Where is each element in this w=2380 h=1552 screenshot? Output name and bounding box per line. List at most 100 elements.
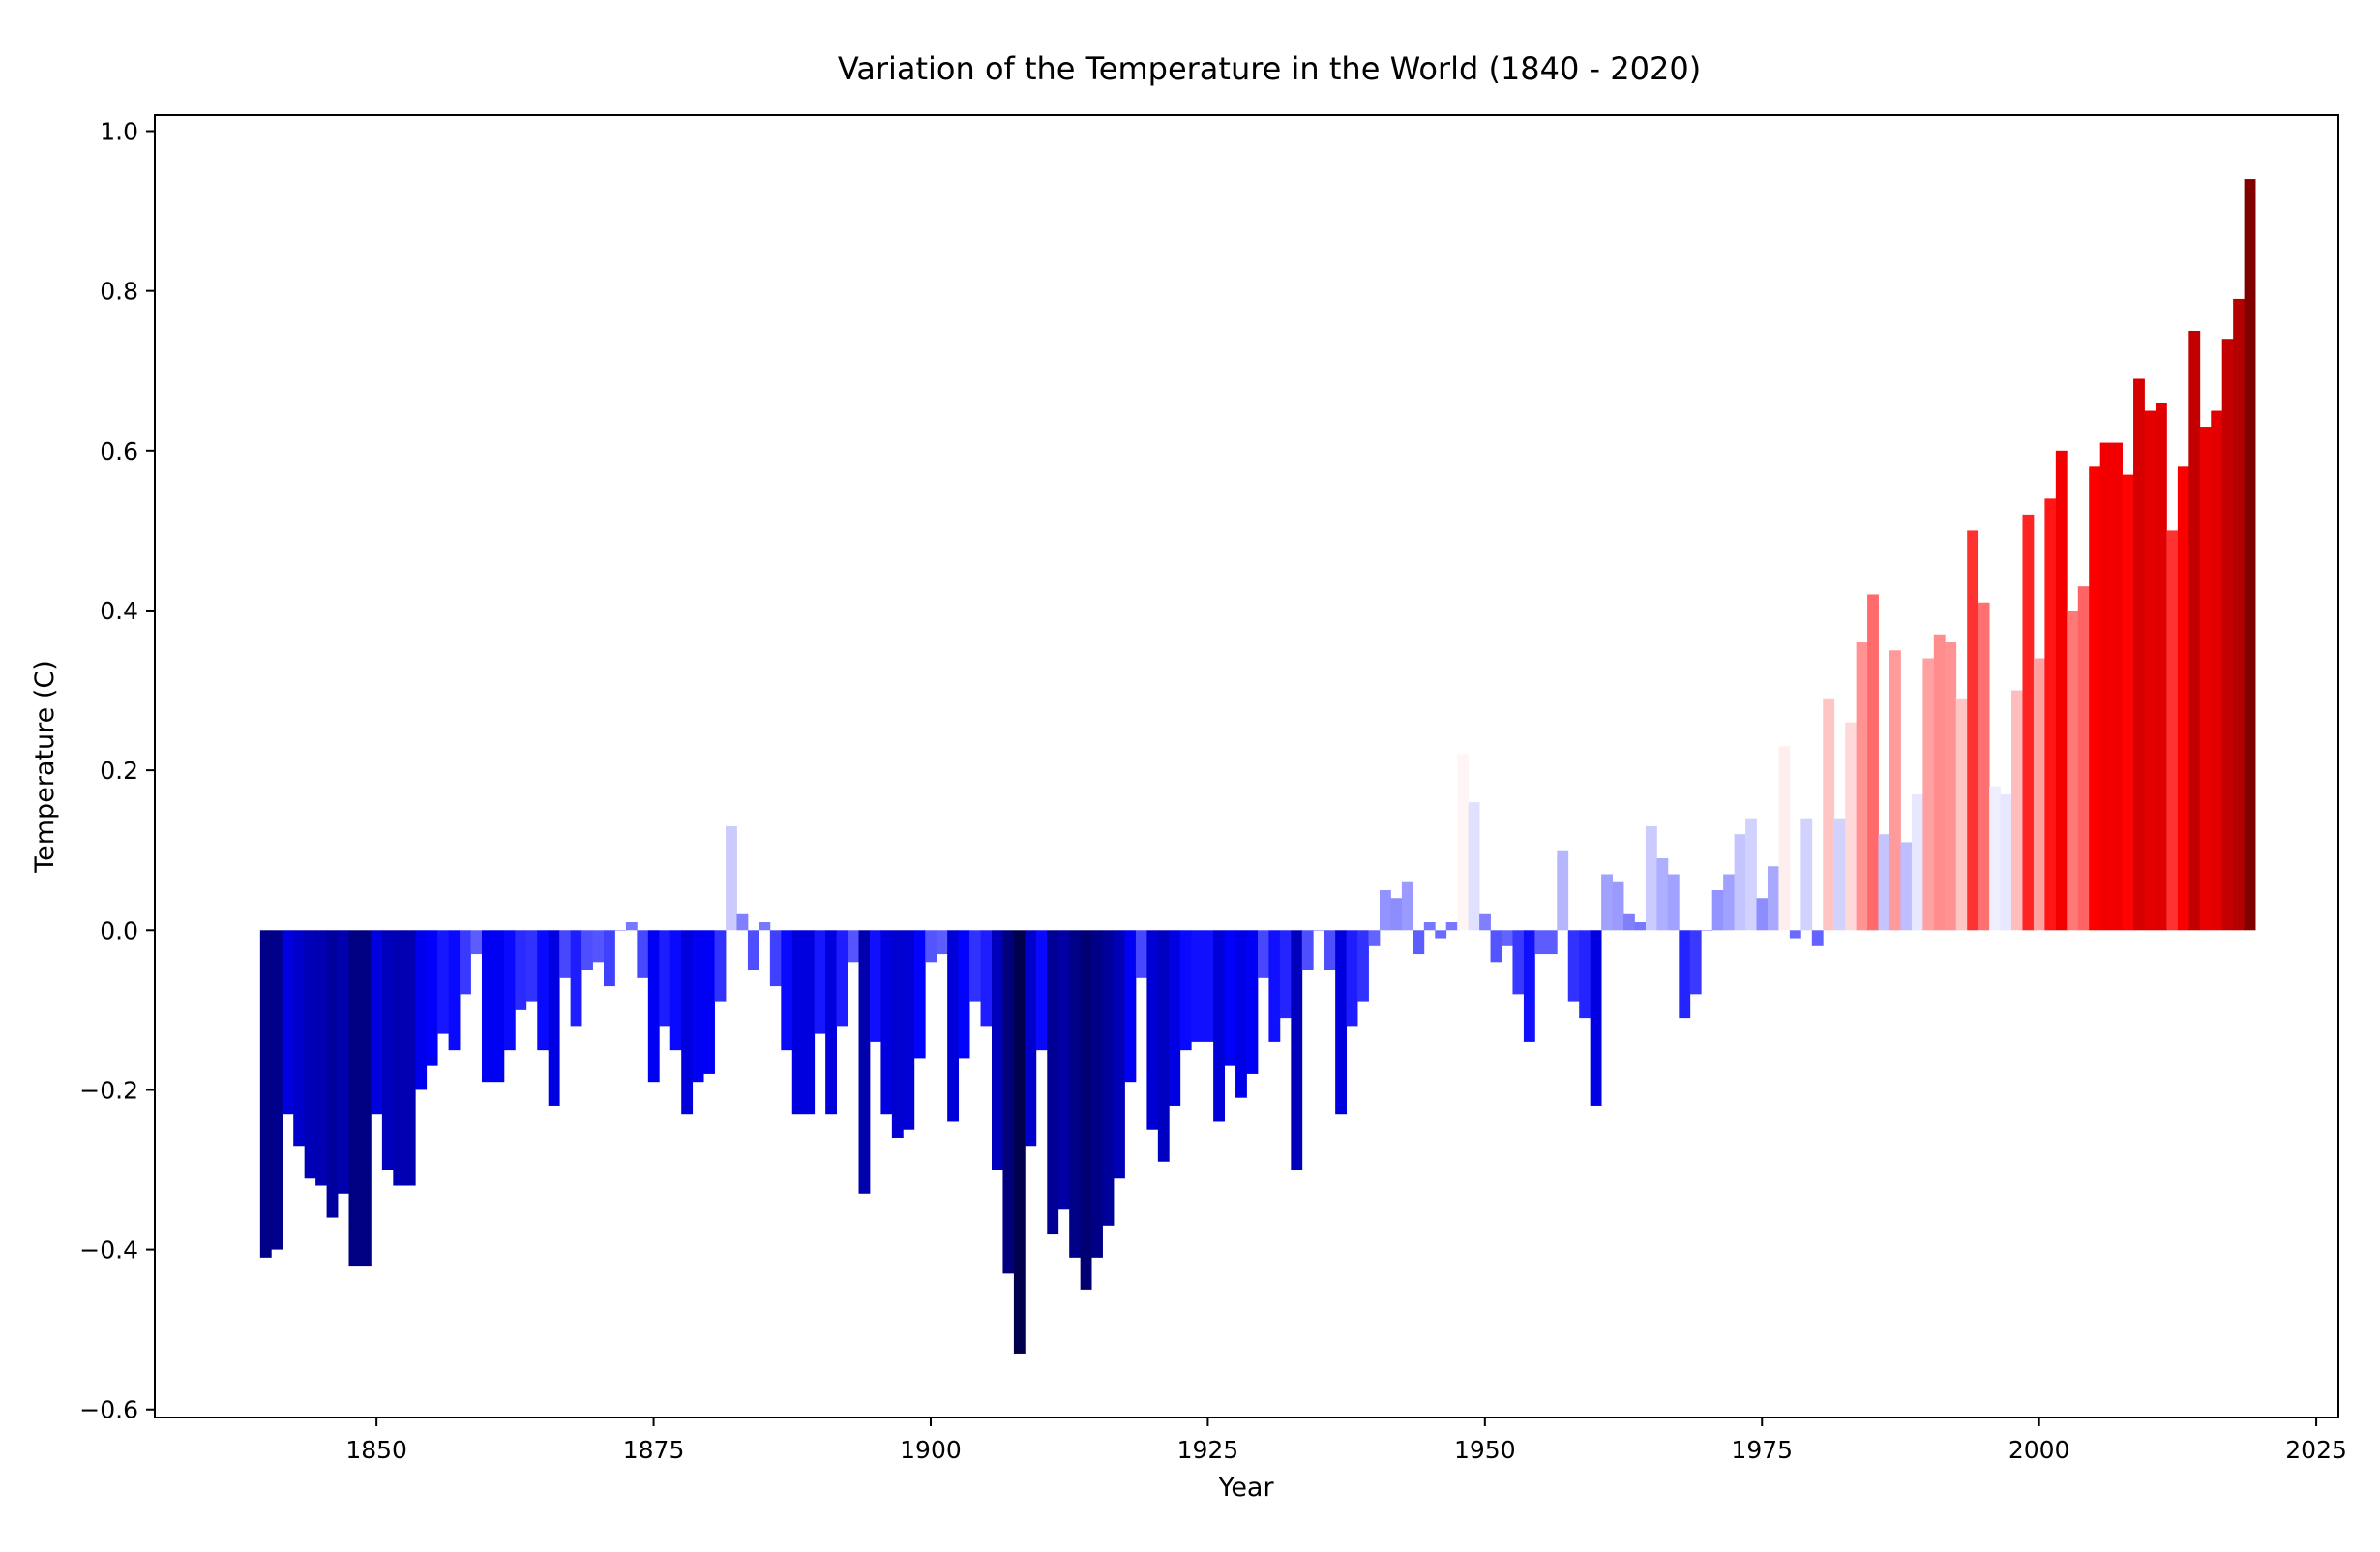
bar-1988 — [1900, 842, 1913, 931]
bar-1887 — [781, 930, 793, 1051]
bar-1871 — [604, 930, 615, 987]
bar-1851 — [381, 930, 394, 1171]
bar-2009 — [2133, 378, 2145, 931]
bar-2008 — [2122, 474, 2134, 931]
bar-1867 — [559, 930, 572, 978]
bar-2013 — [2177, 466, 2189, 931]
bar-1961 — [1601, 874, 1613, 931]
bar-2006 — [2099, 442, 2112, 931]
bar-2002 — [2055, 450, 2068, 931]
bar-2007 — [2111, 442, 2123, 931]
bar-1941 — [1379, 889, 1391, 931]
x-tick-label: 2025 — [2285, 1436, 2347, 1464]
bar-1886 — [769, 930, 782, 987]
bar-1908 — [1013, 930, 1026, 1354]
bar-1962 — [1612, 881, 1624, 931]
bar-1913 — [1069, 930, 1082, 1258]
bar-1914 — [1080, 930, 1092, 1290]
bar-1996 — [1989, 786, 2001, 931]
bar-1865 — [537, 930, 550, 1051]
bar-1858 — [460, 930, 471, 995]
bar-1989 — [1911, 793, 1923, 931]
bar-1924 — [1191, 930, 1204, 1042]
bar-1926 — [1213, 930, 1225, 1122]
x-axis: 1850 1875 1900 1925 1950 1975 2000 2025 — [345, 1418, 2347, 1464]
bar-1936 — [1324, 930, 1336, 970]
bar-1841 — [271, 930, 283, 1250]
bar-1953 — [1512, 930, 1525, 995]
x-tick-label: 1875 — [623, 1436, 685, 1464]
bar-1928 — [1235, 930, 1247, 1098]
bar-2016 — [2211, 410, 2223, 931]
bar-1964 — [1634, 922, 1647, 931]
bar-2000 — [2033, 658, 2045, 931]
bar-1901 — [936, 930, 948, 955]
bar-1845 — [315, 930, 327, 1186]
y-tick-label: 0.6 — [100, 437, 138, 465]
bar-1971 — [1711, 889, 1724, 931]
bar-1907 — [1002, 930, 1015, 1274]
bar-1934 — [1301, 930, 1314, 970]
bar-1891 — [825, 930, 837, 1115]
bar-1917 — [1114, 930, 1125, 1179]
bar-1859 — [470, 930, 483, 955]
bar-1855 — [426, 930, 438, 1066]
bar-1986 — [1878, 834, 1890, 931]
bar-1883 — [736, 913, 749, 931]
bar-1992 — [1945, 642, 1957, 931]
bar-1911 — [1047, 930, 1059, 1235]
bar-1846 — [326, 930, 339, 1218]
bar-1892 — [836, 930, 848, 1027]
bar-2001 — [2044, 498, 2057, 931]
bar-1975 — [1756, 898, 1769, 931]
bar-1902 — [947, 930, 960, 1122]
bar-1847 — [338, 930, 349, 1194]
bar-2014 — [2188, 330, 2201, 931]
bar-1903 — [958, 930, 970, 1059]
bar-1972 — [1723, 874, 1735, 931]
bar-1940 — [1368, 930, 1381, 946]
bar-1973 — [1734, 834, 1746, 931]
bar-1890 — [814, 930, 826, 1034]
bar-1987 — [1889, 650, 1901, 931]
bar-1995 — [1978, 602, 1990, 931]
bar-1958 — [1567, 930, 1580, 1002]
bar-1852 — [393, 930, 405, 1186]
bar-1966 — [1656, 857, 1669, 931]
bar-1932 — [1279, 930, 1292, 1019]
bar-1990 — [1922, 658, 1935, 931]
bar-1978 — [1789, 930, 1801, 939]
bar-1854 — [415, 930, 428, 1090]
x-tick-label: 1925 — [1177, 1436, 1239, 1464]
bar-2005 — [2089, 466, 2101, 931]
bar-1967 — [1667, 874, 1680, 931]
bar-1946 — [1435, 930, 1447, 939]
bar-1949 — [1468, 802, 1480, 931]
bar-1866 — [548, 930, 560, 1106]
bar-1997 — [2000, 793, 2012, 931]
bar-1918 — [1124, 930, 1137, 1083]
bar-1905 — [980, 930, 993, 1027]
x-tick-label: 1900 — [900, 1436, 962, 1464]
bar-1947 — [1445, 922, 1458, 931]
bar-1850 — [371, 930, 383, 1115]
bar-1974 — [1745, 818, 1757, 931]
bar-1945 — [1423, 922, 1436, 931]
bar-1879 — [692, 930, 704, 1083]
bar-1933 — [1291, 930, 1303, 1171]
bar-1939 — [1357, 930, 1369, 1002]
bar-1868 — [570, 930, 582, 1027]
bar-1951 — [1490, 930, 1502, 963]
x-tick-label: 1950 — [1454, 1436, 1516, 1464]
x-axis-label: Year — [1217, 1473, 1274, 1503]
bar-1864 — [525, 930, 538, 1002]
bar-1982 — [1833, 818, 1846, 931]
y-tick-label: −0.2 — [79, 1076, 138, 1104]
bar-1959 — [1579, 930, 1592, 1019]
bar-1898 — [903, 930, 915, 1130]
bar-1884 — [747, 930, 759, 970]
bar-1843 — [293, 930, 306, 1147]
bar-1938 — [1346, 930, 1358, 1027]
bar-1860 — [481, 930, 493, 1083]
